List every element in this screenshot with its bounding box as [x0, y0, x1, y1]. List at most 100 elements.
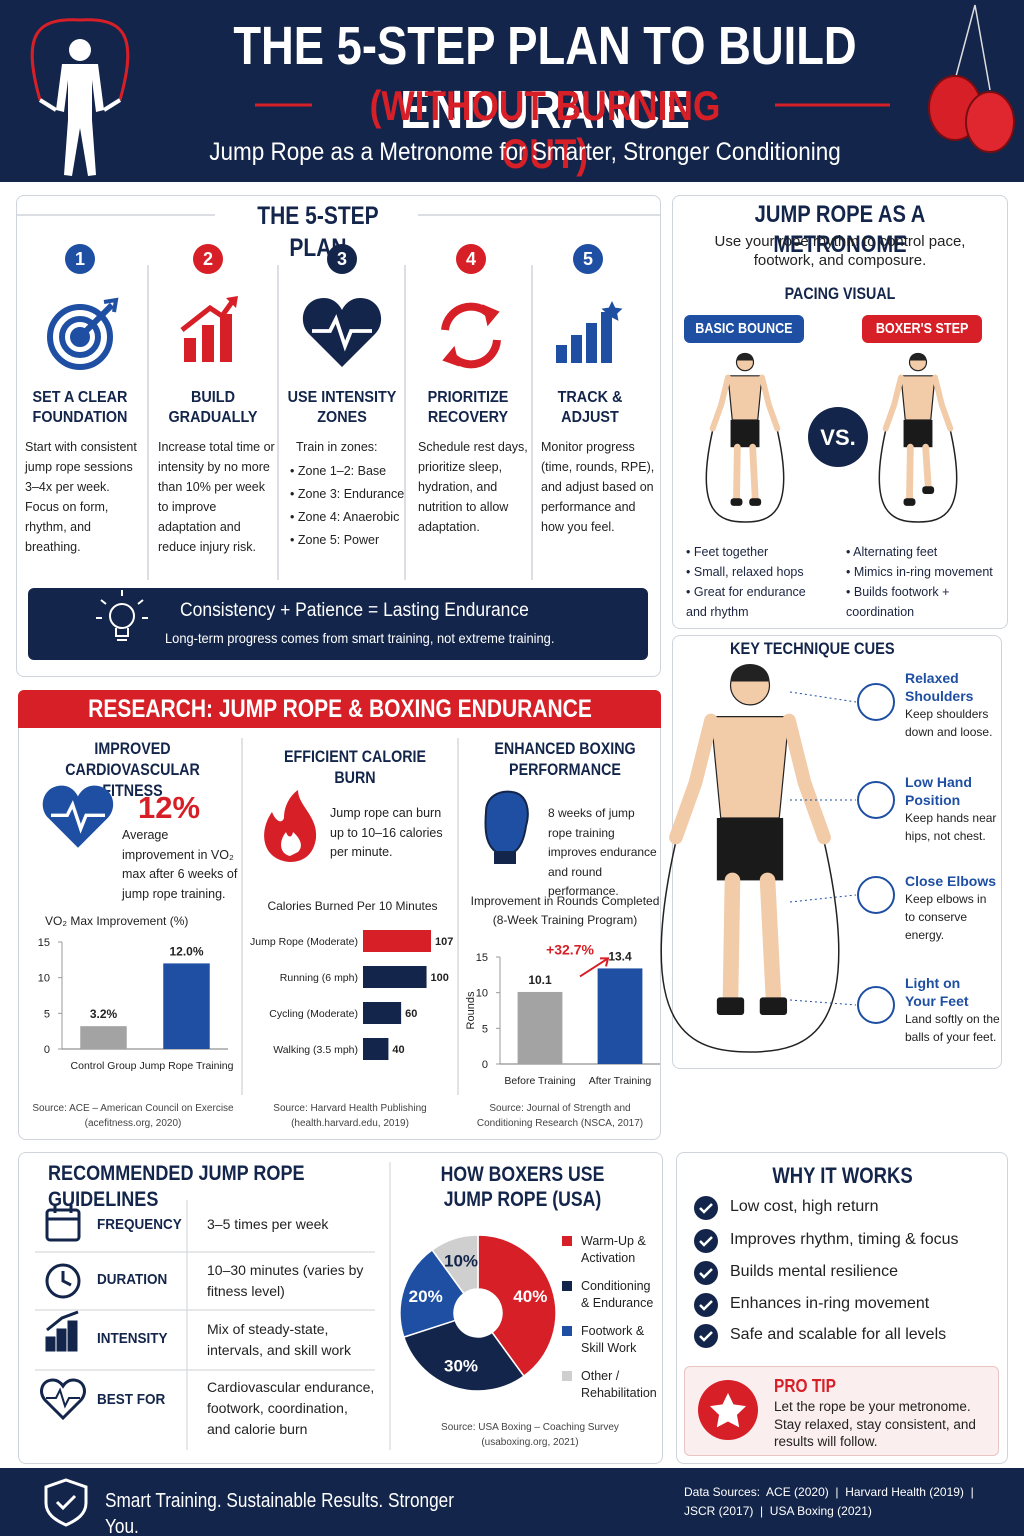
slice-label: 30%: [444, 1356, 478, 1375]
shorts: [716, 818, 784, 881]
shorts: [903, 420, 933, 448]
step-text: Start with consistent jump rope sessions…: [25, 440, 137, 554]
style-label-text: BOXER'S STEP: [875, 320, 969, 337]
bar: [363, 1002, 402, 1024]
jumper-silhouette-part: [30, 18, 130, 101]
slice-label: 40%: [513, 1287, 547, 1306]
research-header: [18, 690, 661, 728]
guideline-label: INTENSITY: [97, 1330, 168, 1347]
legend-swatch: [562, 1281, 572, 1291]
cue-title: Low Hand Position: [905, 774, 972, 808]
vs-circle: [808, 407, 868, 467]
step-title: SET A CLEAR FOUNDATION: [32, 389, 128, 426]
shoe: [749, 498, 762, 506]
step-title: PRIORITIZE RECOVERY: [427, 389, 509, 426]
arms: [709, 374, 781, 432]
step-intro: Train in zones:: [296, 440, 378, 454]
step-number-circles-part: [327, 244, 357, 274]
guidelines-title: RECOMMENDED JUMP ROPE GUIDELINES: [48, 1162, 305, 1211]
check-icons-part: [699, 1203, 713, 1342]
step-icon-target: [47, 297, 119, 370]
check-icons-part: [694, 1196, 718, 1220]
step-number-circles: [65, 244, 603, 274]
lightbulb-icon: [96, 590, 148, 641]
gloves-part: [954, 4, 991, 91]
guideline-text: 10–30 minutes (varies by fitness level): [207, 1262, 364, 1299]
column-title: EFFICIENT CALORIE BURN: [283, 747, 427, 787]
step-title: BUILD GRADUALLY: [168, 389, 258, 426]
step-icon-growth-part: [180, 300, 235, 332]
chart-title: Improvement in Rounds Completed (8-Week …: [470, 894, 660, 927]
jumper-silhouette: [30, 18, 130, 176]
check-icons-part: [694, 1229, 718, 1253]
step-icon-heart: [302, 298, 382, 367]
column-text: 8 weeks of jump rope training improves e…: [548, 806, 657, 898]
step-number-circles-part: [65, 244, 95, 274]
y-tick-label: 10: [38, 973, 50, 985]
check-icons-part: [694, 1293, 718, 1317]
cue: Low Hand Position Keep hands near hips, n…: [905, 773, 1000, 845]
pie-title: HOW BOXERS USE JUMP ROPE (USA): [440, 1163, 605, 1211]
guideline-icons-part: [45, 1336, 56, 1352]
y-tick-label: 0: [44, 1044, 50, 1056]
style-label: BASIC BOUNCE: [684, 315, 804, 343]
y-tick-label: 10: [476, 988, 488, 1000]
tip-star-part: [709, 1393, 747, 1428]
guideline-label: FREQUENCY: [97, 1216, 182, 1233]
style-points: Feet together Small, relaxed hops Great …: [686, 542, 821, 622]
cue-icon: [857, 781, 895, 819]
value-label: 13.4: [608, 949, 632, 963]
rope: [878, 430, 958, 523]
y-tick-label: 15: [476, 952, 488, 964]
y-tick-label: 0: [482, 1059, 488, 1071]
plan-lines: [16, 214, 661, 580]
step-icon-growth-part: [202, 325, 214, 362]
y-tick-label: 5: [482, 1023, 488, 1035]
heart-icon-part: [50, 800, 106, 834]
cue-leader: [789, 999, 857, 1006]
pie-slice: [431, 1234, 479, 1295]
shield-icon-part: [44, 1478, 88, 1527]
arms: [669, 713, 831, 845]
legend-label: Other / Rehabilitation: [581, 1369, 657, 1400]
point: Small, relaxed hops: [686, 562, 821, 582]
value-label: 100: [431, 972, 449, 984]
zone-list: Zone 1–2: Base Zone 3: Endurance Zone 4:…: [290, 460, 405, 552]
gloves-part: [965, 91, 1015, 153]
legend-swatch: [562, 1371, 572, 1381]
y-tick-label: 5: [44, 1008, 50, 1020]
style-points: Alternating feet Mimics in-ring movement…: [846, 542, 1001, 622]
arms: [882, 374, 954, 432]
slice-label: 20%: [409, 1287, 443, 1306]
style-label-text: BASIC BOUNCE: [695, 320, 793, 337]
step-number-circles-part: [193, 244, 223, 274]
tip-star: [698, 1380, 758, 1440]
legs: [722, 872, 782, 1006]
x-tick-label: After Training: [589, 1075, 652, 1087]
value-label: 107: [435, 936, 453, 948]
legs: [906, 443, 932, 502]
lightbulb-icon-part: [109, 603, 135, 629]
tagline: Jump Rope as a Metronome for Smarter, St…: [209, 138, 841, 166]
legs: [733, 443, 759, 502]
guideline-icons-part: [45, 1263, 81, 1299]
research-title: RESEARCH: JUMP ROPE & BOXING ENDURANCE: [88, 695, 592, 723]
jumper-silhouette-part: [102, 98, 122, 112]
vs-circle-part: [808, 407, 868, 467]
point: Alternating feet: [846, 542, 1001, 562]
glove-icon: [484, 790, 529, 864]
source: Source: Journal of Strength and Conditio…: [476, 1103, 644, 1129]
step-icon-growth-part: [184, 338, 196, 362]
footer-bg: [0, 1468, 1024, 1536]
cue-text: Keep elbows in to conserve energy.: [905, 892, 987, 942]
torso: [710, 716, 790, 819]
column-text: Average improvement in VO₂ max after 6 w…: [122, 828, 238, 901]
step-number: 5: [583, 249, 593, 269]
cue-icon: [857, 683, 895, 721]
stat: 12%: [138, 790, 201, 825]
vs: VS.: [820, 425, 855, 450]
source: Source: Harvard Health Publishing (healt…: [273, 1103, 427, 1129]
guideline-icons-part: [46, 1387, 80, 1409]
torso: [900, 375, 936, 421]
